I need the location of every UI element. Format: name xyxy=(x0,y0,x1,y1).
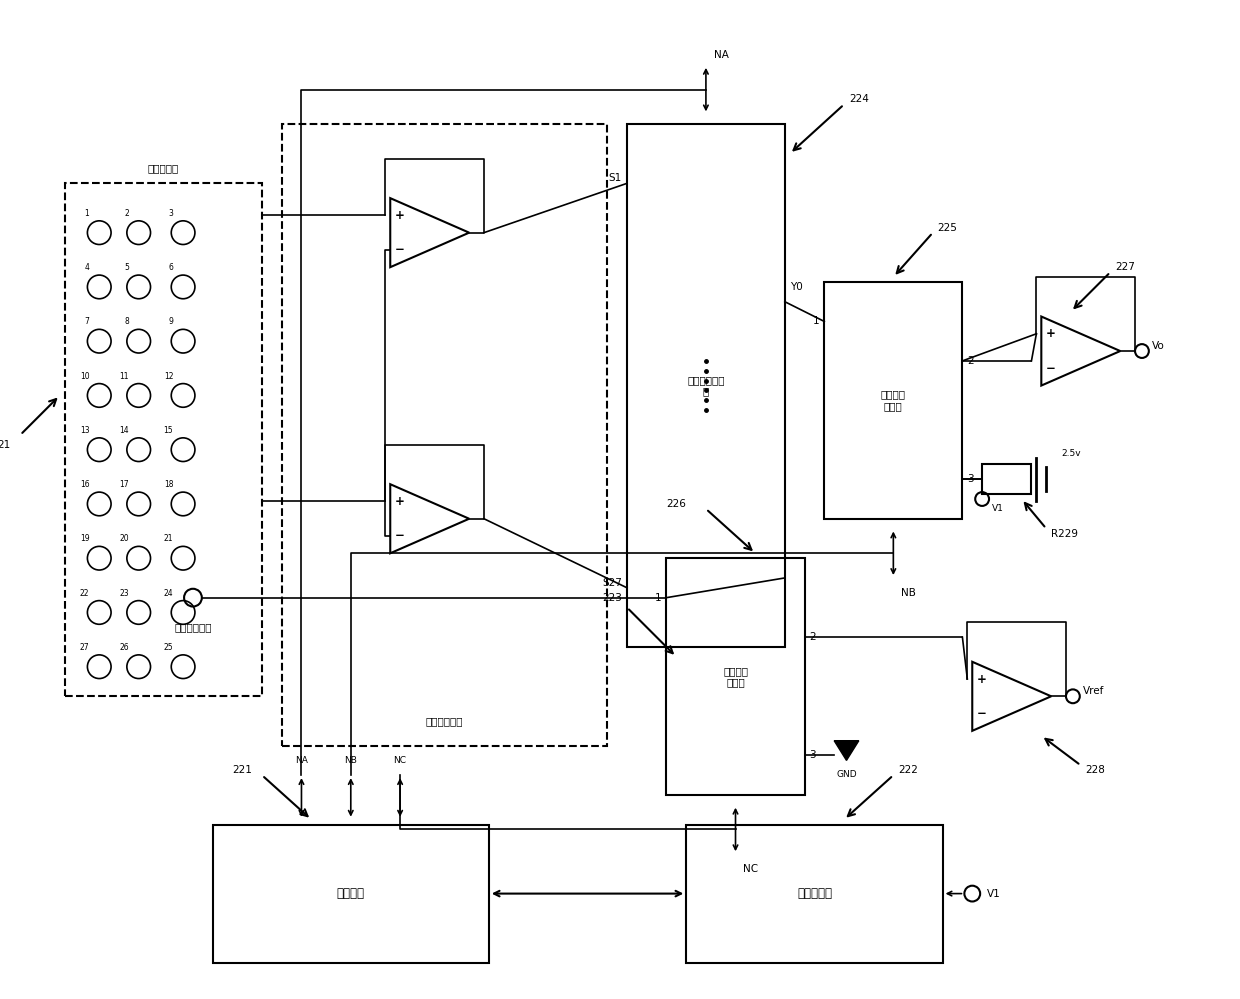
Bar xyxy=(825,282,962,518)
Text: 10: 10 xyxy=(79,372,89,381)
Text: Vo: Vo xyxy=(1152,341,1164,351)
Text: 22: 22 xyxy=(79,588,89,597)
Text: −: − xyxy=(396,529,405,542)
Text: +: + xyxy=(977,672,987,685)
Text: 1: 1 xyxy=(655,592,661,602)
Bar xyxy=(213,824,489,963)
Bar xyxy=(281,124,608,745)
Text: 14: 14 xyxy=(119,426,129,435)
Text: 1: 1 xyxy=(812,317,820,327)
Text: 224: 224 xyxy=(849,95,869,105)
Text: 20: 20 xyxy=(119,534,129,543)
Text: S27: S27 xyxy=(603,577,622,587)
Bar xyxy=(64,184,262,696)
Text: 6: 6 xyxy=(169,263,174,272)
Text: 7: 7 xyxy=(84,318,89,327)
Text: 227: 227 xyxy=(1115,262,1135,272)
Text: 222: 222 xyxy=(898,765,918,775)
Text: 223: 223 xyxy=(603,592,622,602)
Text: 5: 5 xyxy=(124,263,129,272)
Text: 8: 8 xyxy=(124,318,129,327)
Text: 225: 225 xyxy=(937,223,957,233)
Text: 221: 221 xyxy=(232,765,252,775)
Text: 2: 2 xyxy=(810,632,816,642)
Text: 微控制器: 微控制器 xyxy=(337,887,365,900)
Text: V1: V1 xyxy=(987,888,1001,898)
Text: 3: 3 xyxy=(169,209,174,218)
Bar xyxy=(666,558,805,795)
Text: +: + xyxy=(396,495,405,507)
Text: 13: 13 xyxy=(79,426,89,435)
Text: NB: NB xyxy=(901,587,916,597)
Text: S1: S1 xyxy=(609,174,622,184)
Text: NA: NA xyxy=(714,50,729,60)
Text: 模数转换器: 模数转换器 xyxy=(797,887,832,900)
Text: +: + xyxy=(396,209,405,222)
Text: 12: 12 xyxy=(164,372,174,381)
Text: GND: GND xyxy=(836,770,857,779)
Text: 226: 226 xyxy=(666,499,686,508)
Text: Vref: Vref xyxy=(1083,686,1104,696)
Text: 干电极阵列: 干电极阵列 xyxy=(148,164,179,174)
Text: R229: R229 xyxy=(1052,528,1079,538)
Text: 两通道模
拟开关: 两通道模 拟开关 xyxy=(723,665,748,687)
Text: 4: 4 xyxy=(84,263,89,272)
Text: 21: 21 xyxy=(0,440,10,450)
Polygon shape xyxy=(835,740,859,760)
Text: 两通道模
拟开关: 两通道模 拟开关 xyxy=(880,390,906,412)
Text: 2.5v: 2.5v xyxy=(1061,449,1081,458)
Text: 多通道模拟开
关: 多通道模拟开 关 xyxy=(687,375,724,397)
Bar xyxy=(982,465,1032,495)
Bar xyxy=(686,824,942,963)
Text: 228: 228 xyxy=(1086,765,1106,775)
Text: 24: 24 xyxy=(164,588,174,597)
Text: 26: 26 xyxy=(119,643,129,652)
Text: 18: 18 xyxy=(164,481,174,490)
Text: −: − xyxy=(977,707,987,720)
Text: 9: 9 xyxy=(169,318,174,327)
Text: 1: 1 xyxy=(84,209,89,218)
Text: V1: V1 xyxy=(992,503,1004,512)
Text: 2: 2 xyxy=(967,356,973,366)
Text: 27: 27 xyxy=(79,643,89,652)
Text: 19: 19 xyxy=(79,534,89,543)
Text: NA: NA xyxy=(295,756,308,765)
Text: 11: 11 xyxy=(119,372,129,381)
Text: NB: NB xyxy=(345,756,357,765)
Text: NC: NC xyxy=(744,864,759,874)
Text: 25: 25 xyxy=(164,643,174,652)
Text: 3: 3 xyxy=(810,750,816,760)
Bar xyxy=(627,124,785,647)
Text: Y0: Y0 xyxy=(790,282,802,292)
Text: 2: 2 xyxy=(124,209,129,218)
Text: 耳夹参考电极: 耳夹参考电极 xyxy=(174,622,212,632)
Text: −: − xyxy=(396,244,405,257)
Text: 23: 23 xyxy=(119,588,129,597)
Text: NC: NC xyxy=(393,756,407,765)
Text: +: + xyxy=(1047,328,1056,341)
Text: −: − xyxy=(1047,362,1056,375)
Text: 16: 16 xyxy=(79,481,89,490)
Text: 15: 15 xyxy=(164,426,174,435)
Text: 阻抗转换模块: 阻抗转换模块 xyxy=(425,716,464,726)
Text: 17: 17 xyxy=(119,481,129,490)
Text: 3: 3 xyxy=(967,475,973,485)
Text: 21: 21 xyxy=(164,534,174,543)
